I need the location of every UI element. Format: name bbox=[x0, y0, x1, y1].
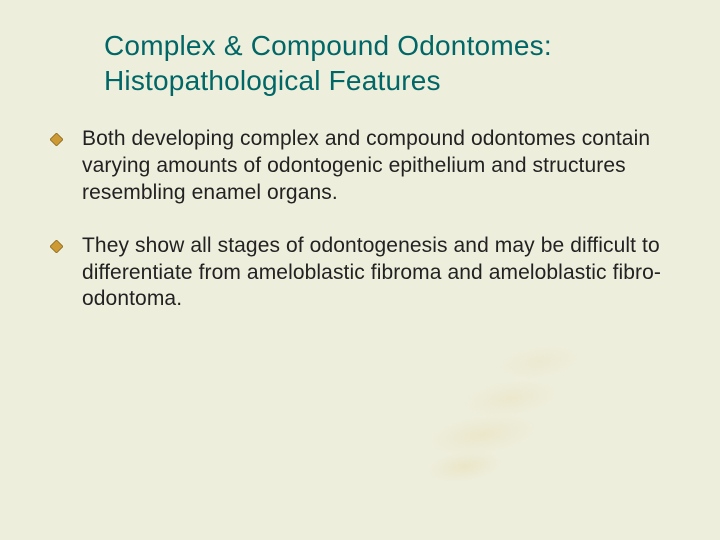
diamond-shape bbox=[50, 133, 63, 146]
bullet-text: Both developing complex and compound odo… bbox=[82, 127, 650, 204]
leaf-decoration bbox=[380, 305, 620, 494]
slide-title: Complex & Compound Odontomes: Histopatho… bbox=[104, 28, 672, 98]
diamond-shape bbox=[50, 240, 63, 253]
list-item: Both developing complex and compound odo… bbox=[48, 126, 672, 207]
bullet-list: Both developing complex and compound odo… bbox=[48, 126, 672, 313]
slide-container: Complex & Compound Odontomes: Histopatho… bbox=[0, 0, 720, 540]
diamond-bullet-icon bbox=[50, 133, 63, 146]
bullet-text: They show all stages of odontogenesis an… bbox=[82, 234, 661, 311]
diamond-bullet-icon bbox=[50, 240, 63, 253]
list-item: They show all stages of odontogenesis an… bbox=[48, 233, 672, 314]
